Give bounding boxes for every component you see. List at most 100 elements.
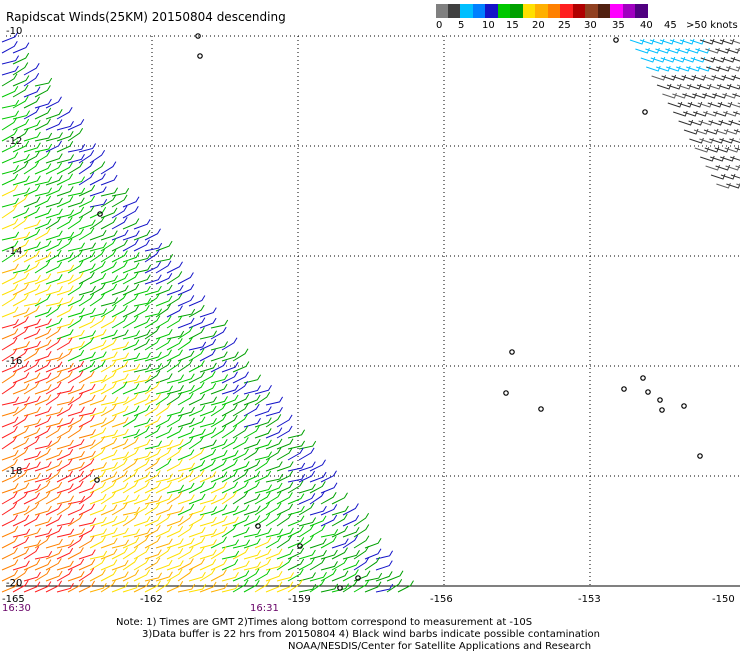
wind-barb [100, 304, 117, 318]
wind-barb [254, 491, 271, 505]
wind-barb [56, 337, 73, 351]
wind-barb [155, 538, 173, 549]
wind-barb [188, 371, 205, 384]
wind-barb [67, 282, 84, 296]
wind-barb [265, 396, 284, 406]
wind-barb [34, 85, 51, 98]
wind-barb [78, 285, 96, 296]
wind-barb [45, 468, 62, 483]
wind-barb [155, 473, 174, 483]
wind-barb [199, 427, 217, 439]
wind-barb [166, 414, 183, 428]
wind-barb [243, 418, 261, 428]
wind-barb [1, 41, 18, 54]
wind-barb [232, 413, 249, 428]
wind-barb [133, 569, 151, 582]
legend-swatch [497, 4, 510, 18]
wind-barb [67, 228, 85, 241]
wind-barb [265, 491, 282, 505]
wind-barb [199, 370, 216, 384]
wind-barb [67, 242, 86, 252]
wind-barb [45, 162, 63, 175]
wind-barb [166, 515, 184, 527]
wind-barb [353, 512, 370, 527]
wind-barb [78, 150, 95, 164]
wind-barb [1, 370, 18, 384]
wind-barb [23, 62, 40, 76]
island [659, 407, 665, 413]
wind-barb [199, 307, 217, 318]
footnote-line-1: Note: 1) Times are GMT 2)Times along bot… [116, 617, 533, 628]
wind-barb [254, 484, 273, 494]
wind-barb [144, 495, 163, 505]
wind-barb [287, 505, 305, 516]
wind-barb [155, 513, 172, 527]
wind-barb [144, 315, 161, 329]
wind-barb [45, 132, 63, 142]
wind-barb [45, 175, 63, 186]
wind-barb [177, 417, 195, 428]
wind-barb [210, 536, 227, 549]
wind-barb [221, 414, 238, 428]
wind-barb [320, 528, 339, 538]
wind-barb [640, 56, 656, 63]
wind-barb [265, 528, 284, 538]
wind-barb [155, 578, 172, 593]
wind-barb [729, 39, 740, 44]
wind-barb [254, 558, 272, 571]
wind-barb [166, 392, 183, 406]
wind-barb [221, 550, 240, 560]
wind-barb [144, 481, 162, 494]
wind-barb [243, 459, 261, 472]
wind-barb [111, 250, 128, 263]
wind-barb [122, 569, 140, 582]
wind-barb [45, 197, 63, 208]
wind-barb [23, 571, 41, 582]
wind-barb [1, 73, 18, 87]
wind-barb [34, 472, 52, 483]
legend-label: 45 [664, 20, 677, 31]
wind-barb [342, 526, 360, 538]
wind-barb [78, 160, 95, 175]
wind-barb [122, 405, 140, 417]
wind-barb [34, 187, 53, 197]
wind-barb [100, 579, 117, 593]
wind-barb [689, 137, 704, 144]
wind-barb [1, 547, 18, 560]
wind-barb [34, 535, 51, 549]
wind-barb [78, 242, 97, 252]
wind-barb [177, 392, 194, 406]
wind-barb [375, 560, 393, 571]
wind-barb [221, 572, 239, 582]
wind-barb [265, 535, 282, 549]
wind-barb [23, 418, 42, 428]
wind-barb [265, 561, 284, 571]
legend-swatch [448, 4, 460, 18]
wind-barb [89, 481, 107, 494]
wind-barb [67, 307, 85, 318]
wind-barb [78, 205, 95, 219]
wind-barb [1, 272, 18, 285]
wind-barb [188, 348, 205, 362]
wind-barb [1, 65, 19, 76]
wind-barb [34, 406, 52, 417]
legend-swatch [535, 4, 548, 18]
wind-barb [732, 93, 740, 98]
wind-barb [111, 438, 129, 450]
island [94, 477, 100, 483]
wind-barb [199, 459, 216, 472]
wind-barb [287, 558, 305, 571]
wind-barb [188, 527, 206, 538]
wind-barb [56, 396, 75, 406]
wind-barb [221, 583, 240, 593]
wind-barb [67, 535, 84, 549]
wind-barb [342, 569, 359, 582]
legend-label: 35 [612, 20, 625, 31]
wind-barb [188, 513, 205, 527]
wind-barb [56, 385, 75, 395]
wind-barb [210, 558, 228, 571]
wind-barb [78, 525, 95, 538]
wind-barb [111, 405, 129, 417]
wind-barb [34, 339, 52, 351]
wind-barb [111, 494, 129, 505]
